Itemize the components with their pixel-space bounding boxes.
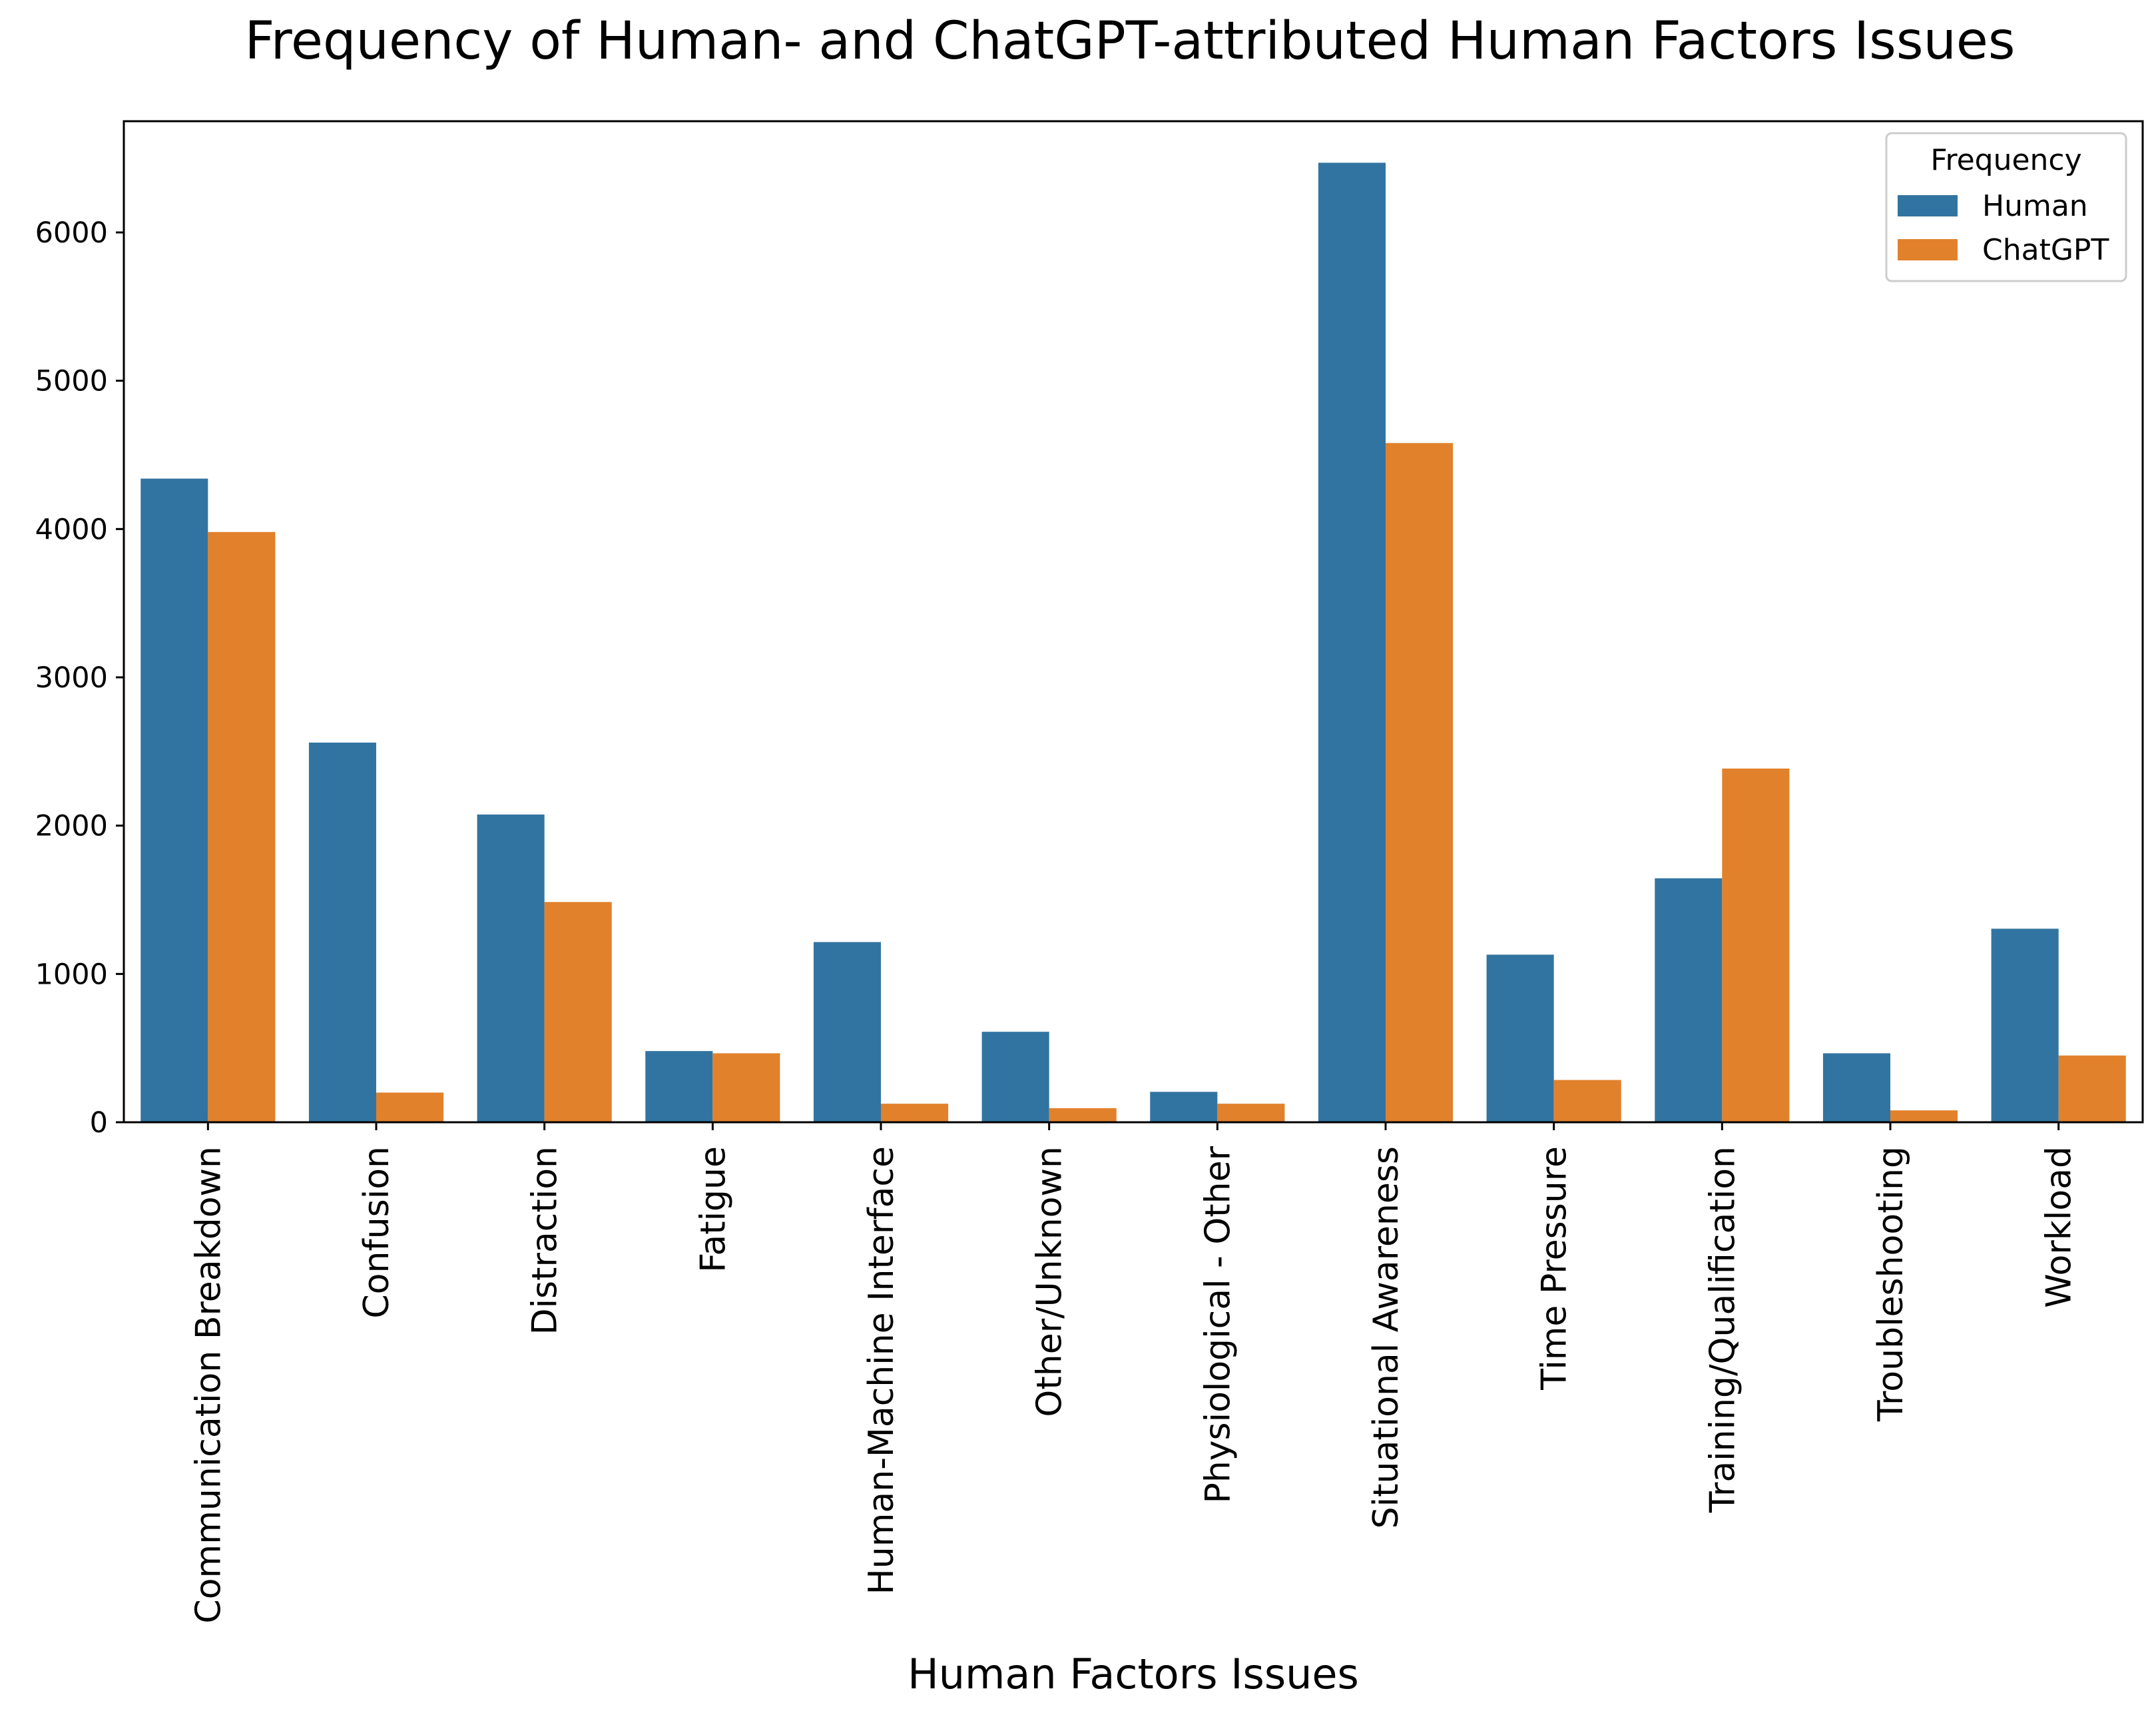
bar-chatgpt-confusion <box>376 1092 444 1122</box>
x-axis: Communication Breakdown Confusion Distract… <box>188 1122 2079 1624</box>
bar-chatgpt-fatigue <box>712 1053 780 1122</box>
x-tick-label-communication-breakdown: Communication Breakdown <box>188 1146 228 1624</box>
x-tick-label-troubleshooting: Troubleshooting <box>1871 1146 1911 1422</box>
bar-human-training-qualification <box>1655 878 1723 1122</box>
y-tick-label: 6000 <box>35 216 108 250</box>
x-tick-label-fatigue: Fatigue <box>693 1146 733 1273</box>
plot-frame <box>123 120 2144 1124</box>
bar-human-other-unknown <box>981 1032 1049 1122</box>
bar-chatgpt-human-machine-interface <box>881 1104 949 1122</box>
bar-human-communication-breakdown <box>140 478 208 1122</box>
bar-human-distraction <box>477 814 545 1122</box>
bar-human-time-pressure <box>1486 954 1554 1122</box>
bar-human-physiological-other <box>1150 1092 1218 1122</box>
bar-chatgpt-time-pressure <box>1553 1080 1621 1122</box>
bar-chatgpt-distraction <box>544 902 612 1122</box>
x-tick-label-distraction: Distraction <box>525 1146 565 1335</box>
bar-human-human-machine-interface <box>813 942 881 1122</box>
y-tick-label: 0 <box>90 1106 108 1140</box>
legend-swatch-chatgpt <box>1898 239 1958 260</box>
bar-chatgpt-communication-breakdown <box>208 531 276 1122</box>
x-tick-label-situational-awareness: Situational Awareness <box>1366 1146 1406 1529</box>
bar-chatgpt-situational-awareness <box>1386 443 1454 1122</box>
y-tick-label: 2000 <box>35 810 108 843</box>
bar-chatgpt-other-unknown <box>1049 1108 1117 1122</box>
bar-human-fatigue <box>645 1051 713 1122</box>
bars-group <box>140 163 2126 1122</box>
y-axis: 0 1000 2000 3000 4000 5000 6000 <box>35 216 124 1140</box>
x-tick-label-confusion: Confusion <box>357 1146 397 1319</box>
y-tick-label: 4000 <box>35 513 108 546</box>
legend-title: Frequency <box>1930 143 2081 177</box>
x-tick-label-human-machine-interface: Human-Machine Interface <box>862 1146 902 1594</box>
bar-chatgpt-training-qualification <box>1722 768 1790 1122</box>
bar-chatgpt-physiological-other <box>1217 1104 1285 1122</box>
bar-chatgpt-troubleshooting <box>1890 1110 1958 1122</box>
x-tick-label-physiological-other: Physiological - Other <box>1198 1146 1238 1503</box>
bar-human-confusion <box>308 742 376 1122</box>
y-tick-label: 5000 <box>35 365 108 398</box>
x-tick-label-workload: Workload <box>2039 1146 2079 1308</box>
bar-human-situational-awareness <box>1318 163 1386 1122</box>
legend-label-human: Human <box>1982 189 2088 223</box>
bar-chatgpt-workload <box>2058 1055 2126 1122</box>
legend: Frequency Human ChatGPT <box>1885 132 2127 282</box>
x-tick-label-time-pressure: Time Pressure <box>1535 1146 1575 1391</box>
bar-human-troubleshooting <box>1822 1053 1890 1122</box>
legend-swatch-human <box>1898 195 1958 216</box>
bar-human-workload <box>1991 928 2059 1122</box>
x-axis-label: Human Factors Issues <box>908 1650 1359 1698</box>
legend-label-chatgpt: ChatGPT <box>1982 233 2109 267</box>
x-tick-label-other-unknown: Other/Unknown <box>1030 1146 1070 1417</box>
y-tick-label: 3000 <box>35 661 108 695</box>
chart-title: Frequency of Human- and ChatGPT-attribut… <box>244 11 2015 71</box>
x-tick-label-training-qualification: Training/Qualification <box>1703 1146 1743 1513</box>
y-tick-label: 1000 <box>35 958 108 991</box>
